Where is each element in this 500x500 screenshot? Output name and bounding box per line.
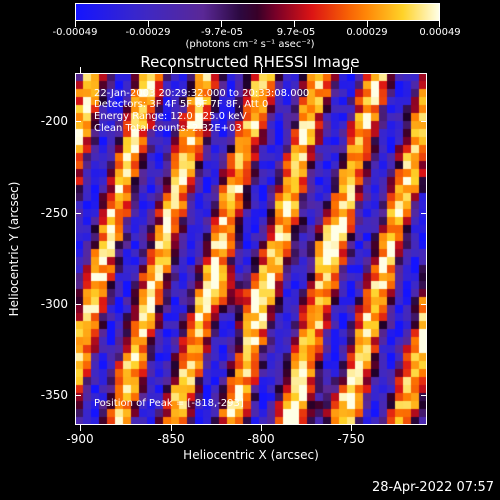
y-axis-label: Heliocentric Y (arcsec) [7,181,21,317]
plot-title: Reconstructed RHESSI Image [140,53,360,71]
y-tick-label: -200 [40,114,68,128]
colorbar-ticks [75,21,440,29]
colorbar-units: (photons cm⁻² s⁻¹ asec⁻²) [185,39,315,50]
x-tick-label: -800 [247,432,275,446]
x-tick-label: -900 [66,432,94,446]
annotation-method: Clean Total counts: 2.32E+03 [94,123,242,134]
annotation-detectors: Detectors: 3F 4F 5F 6F 7F 8F, Att 0 [94,99,269,110]
rhessi-image [75,73,427,425]
footer-date: 28-Apr-2022 07:57 [372,480,494,495]
colorbar-tick-label: 0.00029 [346,27,388,38]
y-tick-label: -250 [40,206,68,220]
colorbar-tick-label: -0.00029 [125,27,171,38]
y-tick-label: -300 [40,297,68,311]
annotation-time-range: 22-Jan-2003 20:29:32.000 to 20:33:08.000 [94,88,310,99]
colorbar-tick-label: 9.7e-05 [276,27,316,38]
colorbar-tick-label: -9.7e-05 [201,27,243,38]
x-axis-label: Heliocentric X (arcsec) [183,448,319,462]
x-tick-label: -850 [157,432,185,446]
colorbar-tick-label: -0.00049 [52,27,98,38]
plot-frame [75,73,427,425]
annotation-peak: Position of Peak = [-818,-293] [94,398,244,409]
colorbar-tick-label: 0.00049 [419,27,461,38]
colorbar [75,3,440,21]
x-tick-label: -750 [337,432,365,446]
annotation-energy: Energy Range: 12.0 - 25.0 keV [94,111,247,122]
y-tick-label: -350 [40,388,68,402]
